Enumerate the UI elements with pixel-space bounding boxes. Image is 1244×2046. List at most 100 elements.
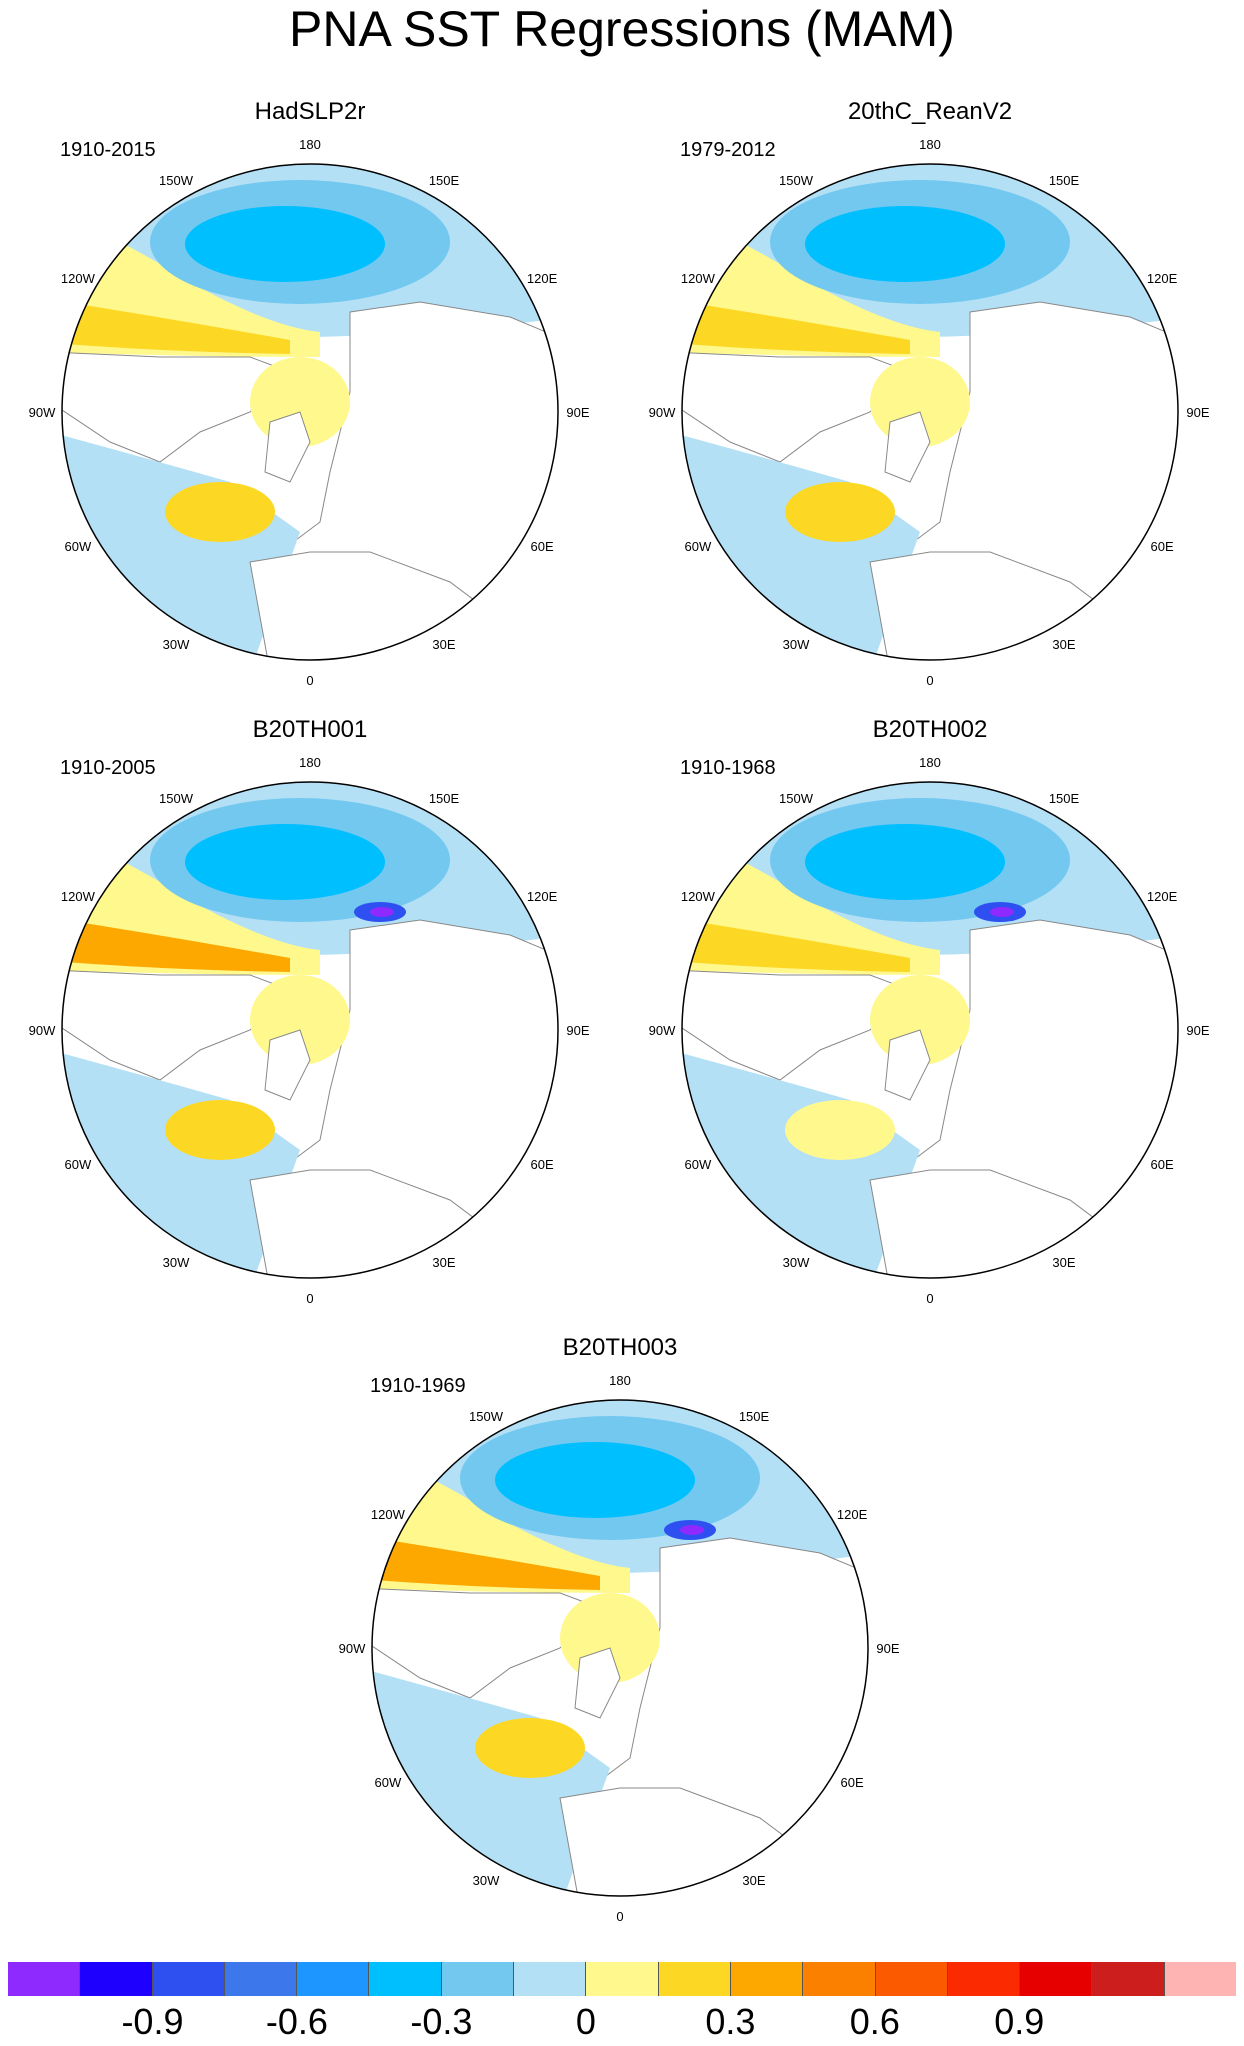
panel-period: 1910-1968 [680, 757, 776, 779]
colorbar-swatch [369, 1962, 442, 1996]
lon-label: 150W [779, 791, 814, 806]
lon-label: 90W [29, 405, 56, 420]
north-america-land [62, 351, 291, 463]
lon-label: 60W [65, 539, 92, 554]
lon-label: 150W [469, 1409, 504, 1424]
polar-map: 180 150E 120E 90E 60E 30E 0 30W 60W 90W 120W 150W [649, 137, 1210, 688]
pacific-negative-core [805, 206, 1005, 282]
pacific-negative-extreme [990, 907, 1014, 917]
polar-map: 180 150E 120E 90E 60E 30E 0 30W 60W 90W 120W 150W [649, 755, 1210, 1306]
colorbar-swatch [1020, 1962, 1093, 1996]
lon-label: 0 [306, 673, 313, 688]
colorbar-swatch [8, 1962, 81, 1996]
greenland-land [264, 411, 311, 483]
lon-label: 90E [566, 405, 589, 420]
colorbar-swatch [1164, 1962, 1237, 1996]
panel-period: 1910-2005 [60, 757, 156, 779]
atlantic-warm-patch [165, 482, 275, 542]
lon-label: 0 [616, 1909, 623, 1924]
lon-label: 30E [432, 637, 455, 652]
lon-label: 30W [473, 1873, 500, 1888]
lon-label: 30W [783, 1255, 810, 1270]
colorbar-swatch [297, 1962, 370, 1996]
lon-label: 30E [1052, 1255, 1075, 1270]
lon-label: 90E [1186, 1023, 1209, 1038]
lon-label: 60E [1151, 539, 1174, 554]
lon-label: 60E [1151, 1157, 1174, 1172]
map-border [61, 781, 559, 1279]
lon-label: 30W [783, 637, 810, 652]
lon-label: 120W [681, 889, 716, 904]
panel-20thc-reanv2: 20thC_ReanV2 1979-2012 180 150E 120E 90E 60E… [640, 98, 1220, 698]
polar-map: 180 150E 120E 90E 60E 30E 0 30W 60W 90W 120W 150W [339, 1373, 900, 1924]
colorbar-label: 0 [575, 2001, 596, 2042]
atlantic-warm-patch [785, 1100, 895, 1160]
lon-label: 120E [1147, 271, 1178, 286]
colorbar-label: 0.6 [849, 2001, 900, 2042]
colorbar-label: 0.3 [705, 2001, 756, 2042]
lon-label: 90E [1186, 405, 1209, 420]
colorbar-swatch [514, 1962, 587, 1996]
lon-label: 60E [841, 1775, 864, 1790]
map-border [681, 781, 1179, 1279]
lon-label: 30W [163, 1255, 190, 1270]
lon-label: 120W [681, 271, 716, 286]
lon-label: 60E [531, 539, 554, 554]
lon-label: 0 [306, 1291, 313, 1306]
warm-band-strong [65, 920, 290, 972]
polar-map: 180 150E 120E 90E 60E 30E 0 30W 60W 90W 120W 150W [29, 755, 590, 1306]
lon-label: 180 [609, 1373, 631, 1388]
panel-title: 20thC_ReanV2 [847, 98, 1013, 125]
greenland-land [884, 1029, 931, 1101]
lon-label: 90W [29, 1023, 56, 1038]
north-america-land [372, 1587, 601, 1699]
lon-label: 120E [527, 271, 558, 286]
lon-label: 30E [1052, 637, 1075, 652]
lon-label: 150E [429, 173, 460, 188]
lon-label: 120E [527, 889, 558, 904]
colorbar-labels: -0.9 -0.6 -0.3 0 0.3 0.6 0.9 [0, 2002, 1244, 2046]
colorbar-label: -0.6 [265, 2001, 328, 2042]
colorbar-swatch [730, 1962, 804, 1996]
colorbar-swatch [586, 1962, 659, 1996]
colorbar-swatch [80, 1962, 153, 1996]
colorbar-swatch [875, 1962, 948, 1996]
lon-label: 0 [926, 673, 933, 688]
lon-label: 150W [779, 173, 814, 188]
lon-label: 30W [163, 637, 190, 652]
lon-label: 150E [1049, 791, 1080, 806]
pacific-negative-core [495, 1442, 695, 1518]
lon-label: 180 [919, 755, 941, 770]
map-border [371, 1399, 869, 1897]
atlantic-warm-patch [165, 1100, 275, 1160]
warm-band-strong [375, 1538, 600, 1590]
north-america-land [682, 351, 911, 463]
lon-label: 30E [432, 1255, 455, 1270]
greenland-land [574, 1647, 621, 1719]
panel-title: B20TH002 [872, 716, 988, 743]
colorbar-label: -0.9 [121, 2001, 184, 2042]
lon-label: 120E [1147, 889, 1178, 904]
pacific-negative-extreme [680, 1525, 704, 1535]
lon-label: 120W [61, 271, 96, 286]
colorbar-swatch [441, 1962, 515, 1996]
lon-label: 120W [61, 889, 96, 904]
lon-label: 150E [429, 791, 460, 806]
lon-label: 90W [339, 1641, 366, 1656]
colorbar-swatch [658, 1962, 731, 1996]
warm-band-strong [685, 920, 910, 972]
pacific-negative-core [185, 824, 385, 900]
lon-label: 180 [299, 137, 321, 152]
pacific-negative-core [185, 206, 385, 282]
lon-label: 90W [649, 1023, 676, 1038]
colorbar-swatch [152, 1962, 225, 1996]
lon-label: 60E [531, 1157, 554, 1172]
north-america-land [682, 969, 911, 1081]
lon-label: 60W [685, 539, 712, 554]
colorbar-label: 0.9 [994, 2001, 1045, 2042]
lon-label: 60W [65, 1157, 92, 1172]
colorbar-swatch [803, 1962, 876, 1996]
polar-map: 180 150E 120E 90E 60E 30E 0 30W 60W 90W 120W 150W [29, 137, 590, 688]
panel-b20th003: B20TH003 1910-1969 180 150E 120E 90E 60E 30E 0… [330, 1334, 910, 1934]
colorbar-label: -0.3 [410, 2001, 473, 2042]
